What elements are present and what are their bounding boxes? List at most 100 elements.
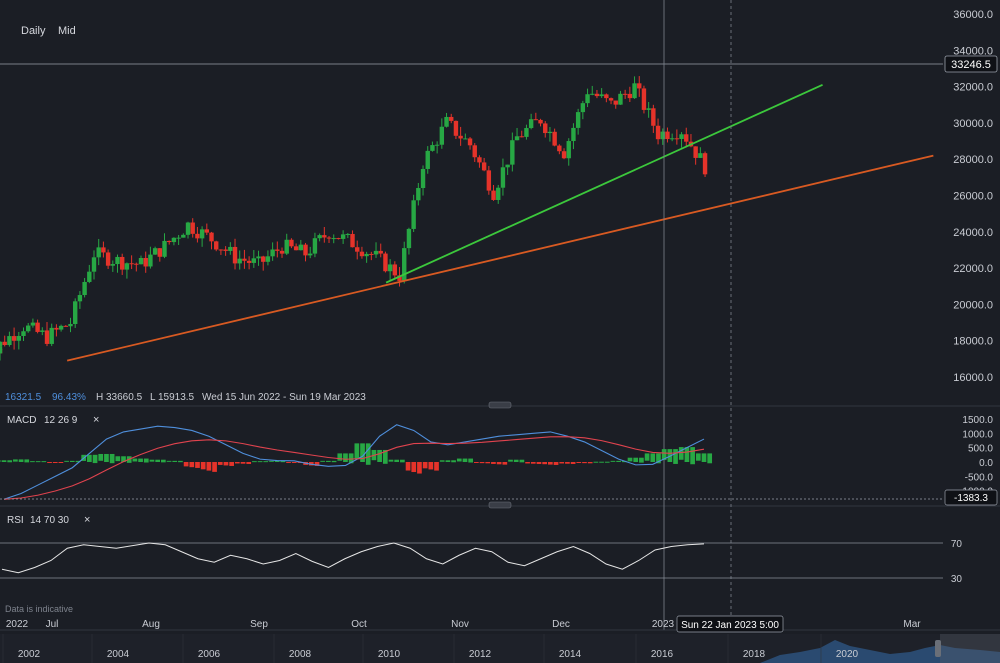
candle-body [402, 248, 407, 281]
candle-body [472, 145, 477, 158]
candle-body [228, 246, 233, 251]
macd-histogram-bar [206, 462, 212, 471]
macd-histogram-bar [138, 458, 143, 462]
macd-ytick: -500.0 [965, 472, 994, 483]
macd-histogram-bar [616, 460, 621, 462]
macd-histogram-bar [582, 462, 587, 464]
candle-body [270, 249, 275, 257]
candle-body [275, 249, 280, 251]
candle-body [96, 247, 101, 258]
candle-body [162, 240, 167, 257]
macd-histogram-bar [58, 462, 64, 463]
macd-close-icon[interactable]: × [93, 414, 99, 426]
pane-resize-handle-1[interactable] [488, 401, 512, 409]
macd-histogram-bar [47, 462, 52, 463]
candle-body [124, 263, 130, 270]
candle-body [378, 250, 383, 254]
macd-histogram-bar [468, 458, 474, 463]
x-axis-label: Oct [351, 619, 367, 630]
macd-histogram-bar [519, 459, 525, 463]
macd-histogram-bar [291, 462, 297, 463]
candle-body [237, 258, 242, 264]
candle-body [340, 234, 346, 239]
macd-histogram-bar [234, 462, 240, 464]
candle-body [693, 146, 698, 158]
macd-current-tag [944, 489, 998, 506]
candle-body [63, 325, 69, 327]
macd-histogram-bar [143, 458, 149, 463]
macd-histogram-bar [18, 459, 24, 462]
macd-histogram-bar [115, 456, 121, 462]
candle-body [496, 187, 501, 200]
macd-histogram-bar [195, 462, 200, 468]
price-ytick: 30000.0 [953, 118, 993, 130]
rsi-close-icon[interactable]: × [84, 514, 90, 526]
navigator-year-label: 2006 [198, 649, 221, 660]
candle-body [571, 127, 576, 142]
navigator-year-label: 2010 [378, 649, 401, 660]
macd-histogram-bar [462, 458, 468, 462]
macd-histogram-bar [87, 454, 92, 462]
macd-histogram-bar [456, 458, 462, 462]
candle-body [68, 323, 73, 327]
green-trendline[interactable] [385, 83, 823, 284]
macd-histogram-bar [217, 462, 223, 465]
macd-histogram-bar [639, 457, 644, 463]
macd-histogram-bar [627, 457, 633, 462]
candle-body [430, 145, 435, 151]
macd-histogram-bar [121, 456, 126, 462]
candle-body [439, 126, 445, 145]
info-percent: 96.43% [52, 392, 86, 403]
candle-body [411, 200, 416, 229]
macd-histogram-bar [650, 453, 656, 462]
macd-histogram-bar [707, 453, 713, 464]
macd-histogram-bar [229, 462, 234, 466]
trendlines[interactable] [66, 83, 934, 362]
macd-histogram-bar [348, 453, 354, 464]
macd-histogram-bar [35, 461, 41, 463]
candle-body [369, 253, 374, 255]
macd-histogram-bar [326, 460, 331, 462]
orange-trendline[interactable] [66, 154, 934, 362]
candle-body [425, 150, 430, 169]
candle-body [444, 116, 449, 127]
macd-histogram-bar [52, 462, 58, 463]
candle-body [167, 240, 172, 243]
macd-histogram-bar [365, 443, 371, 465]
navigator-window[interactable] [940, 634, 1000, 663]
candle-body [190, 222, 195, 234]
candle-body [594, 93, 600, 97]
price-ytick: 24000.0 [953, 227, 993, 239]
macd-histogram-bar [354, 443, 360, 460]
candle-body [397, 275, 402, 281]
macd-label: MACD [7, 415, 36, 426]
navigator-year-label: 2004 [107, 649, 130, 660]
candle-body [702, 153, 708, 175]
x-axis-label: Aug [142, 619, 160, 630]
macd-histogram-bar [274, 460, 280, 462]
candle-body [181, 234, 186, 238]
macd-histogram-bar [382, 449, 388, 464]
navigator-left-handle[interactable] [935, 640, 941, 657]
candle-body [561, 151, 567, 159]
macd-histogram-bar [491, 462, 496, 464]
macd-histogram-bar [570, 462, 576, 464]
candle-body [486, 170, 492, 191]
daily-button[interactable]: Daily [21, 25, 46, 37]
macd-histogram-bar [1, 460, 7, 462]
macd-histogram-bar [593, 461, 599, 463]
mid-button[interactable]: Mid [58, 25, 76, 37]
candle-body [463, 138, 468, 140]
macd-histogram-bar [690, 447, 695, 465]
candle-body [326, 237, 332, 239]
candle-body [35, 322, 40, 332]
macd-histogram-bar [388, 459, 394, 462]
candle-body [261, 256, 266, 262]
candle-body [246, 260, 252, 263]
candle-body [449, 116, 454, 121]
pane-resize-handle-2[interactable] [488, 501, 512, 509]
candle-body [481, 162, 487, 171]
candle-body [655, 125, 661, 140]
x-axis-label: Dec [552, 619, 570, 630]
